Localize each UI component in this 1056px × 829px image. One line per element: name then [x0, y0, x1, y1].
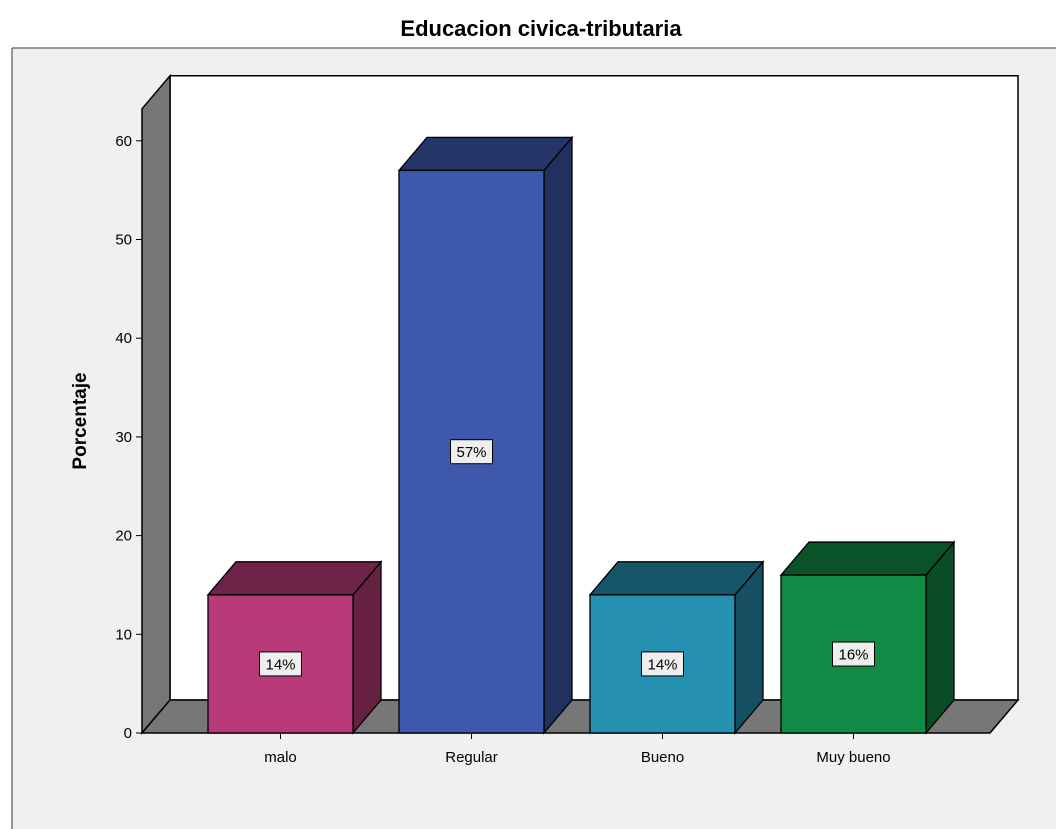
bar-top	[206, 561, 383, 596]
y-tick-label: 0	[124, 725, 132, 742]
y-tick-label: 10	[115, 626, 132, 643]
chart-title: Educacion civica-tributaria	[400, 16, 682, 41]
data-label: 14%	[265, 656, 295, 673]
bar-top	[779, 541, 956, 576]
y-tick-label: 30	[115, 429, 132, 446]
x-tick-label: Muy bueno	[816, 749, 890, 766]
y-axis-title: Porcentaje	[70, 372, 91, 469]
y-tick-label: 20	[115, 528, 132, 545]
data-label: 57%	[456, 444, 486, 461]
data-label-box	[641, 651, 684, 677]
data-label: 16%	[838, 647, 868, 664]
data-label-box	[450, 439, 493, 465]
x-tick-label: malo	[264, 749, 297, 766]
y-tick-label: 50	[115, 232, 132, 249]
y-tick-label: 60	[115, 133, 132, 150]
x-tick-label: Bueno	[641, 749, 684, 766]
y-tick-label: 40	[115, 330, 132, 347]
data-label-box	[832, 641, 875, 667]
side-wall	[141, 73, 171, 736]
bar-side	[543, 135, 573, 735]
x-tick-label: Regular	[445, 749, 498, 766]
bar-top	[588, 561, 765, 596]
data-label: 14%	[647, 656, 677, 673]
bar-top	[397, 136, 574, 172]
data-label-box	[259, 651, 302, 677]
